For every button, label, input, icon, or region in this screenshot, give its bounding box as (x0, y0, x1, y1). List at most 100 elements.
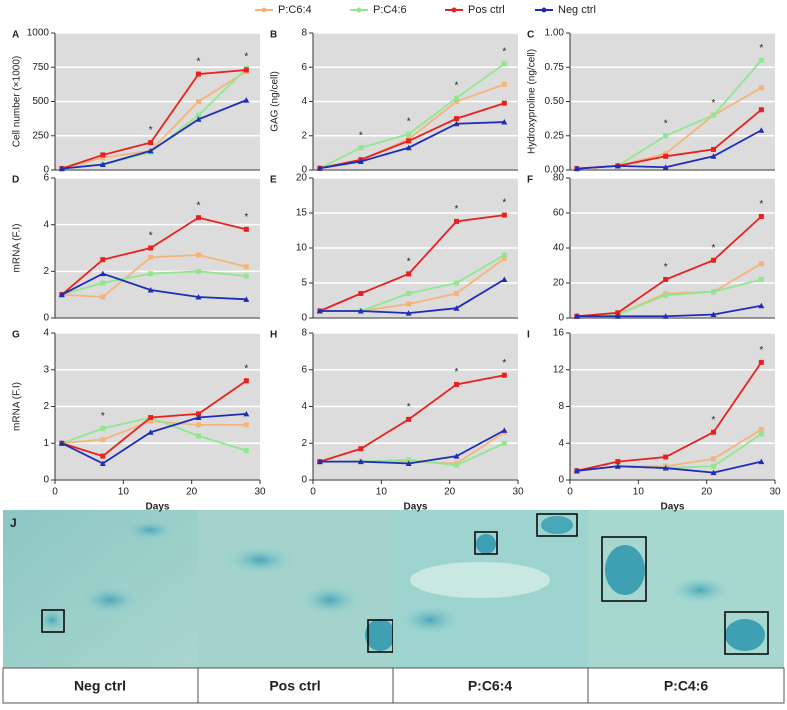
significance-marker: * (664, 118, 668, 129)
data-point (100, 155, 106, 161)
significance-marker: * (759, 199, 763, 210)
data-point (501, 256, 507, 261)
data-point (501, 276, 508, 282)
data-point (454, 280, 459, 286)
data-point (710, 153, 717, 159)
y-tick-label: 20 (553, 278, 565, 289)
data-point (243, 226, 249, 232)
x-tick-label: 0 (567, 487, 573, 498)
y-tick-label: 0.50 (545, 96, 565, 107)
x-tick-label: 30 (769, 487, 781, 498)
data-point (614, 313, 621, 319)
data-point (614, 463, 621, 469)
data-point (573, 165, 580, 172)
y-tick-label: 6 (43, 173, 49, 184)
data-point (147, 287, 154, 293)
data-point (758, 57, 764, 63)
panel-letter: I (527, 330, 530, 341)
data-point (243, 264, 249, 270)
data-point (405, 460, 412, 466)
data-point (711, 463, 716, 469)
data-point (573, 467, 580, 474)
data-point (501, 119, 508, 125)
x-tick-label: 20 (444, 487, 456, 498)
data-point (243, 97, 250, 103)
y-tick-label: 8 (301, 28, 307, 39)
data-point (406, 291, 412, 296)
legend-marker (261, 7, 267, 13)
panel-letter: F (527, 175, 533, 186)
y-axis-label: GAG (ng/cell) (270, 71, 281, 132)
y-tick-label: 6 (301, 364, 307, 375)
data-point (196, 112, 201, 118)
panel-letter: C (527, 30, 534, 41)
data-point (243, 67, 249, 73)
data-point (711, 112, 716, 118)
y-tick-label: 0 (301, 165, 307, 176)
data-point (501, 427, 508, 433)
data-point (454, 116, 459, 122)
data-point (663, 153, 669, 159)
data-point (758, 426, 764, 432)
data-point (357, 158, 364, 164)
x-tick-label: 10 (376, 487, 388, 498)
data-point (758, 214, 764, 219)
data-point (663, 277, 669, 282)
significance-marker: * (244, 363, 248, 374)
data-point (405, 310, 412, 316)
y-tick-label: 0 (301, 475, 307, 486)
data-point (758, 458, 765, 465)
data-point (406, 131, 412, 137)
data-point (501, 100, 507, 106)
data-point (100, 426, 106, 432)
data-point (710, 311, 717, 317)
y-tick-label: 8 (301, 328, 307, 339)
significance-marker: * (502, 358, 506, 369)
data-point (406, 457, 412, 463)
data-point (406, 271, 412, 277)
significance-marker: * (455, 81, 459, 92)
data-point (663, 454, 669, 460)
y-tick-label: 2 (43, 401, 49, 412)
y-tick-label: 0.75 (545, 62, 565, 73)
y-tick-label: 0 (43, 165, 49, 176)
y-tick-label: 4 (43, 219, 49, 230)
x-axis-label: Days (146, 502, 170, 513)
y-tick-label: 1000 (27, 28, 50, 39)
image-label: Neg ctrl (74, 678, 126, 694)
y-tick-label: 4 (43, 328, 49, 339)
data-point (758, 302, 765, 309)
data-point (316, 308, 323, 314)
y-axis-label: Cell number (×1000) (12, 56, 23, 147)
significance-marker: * (712, 415, 716, 426)
data-point (357, 458, 364, 465)
micrograph (198, 510, 393, 668)
data-point (454, 95, 459, 101)
data-point (243, 422, 249, 428)
data-point (357, 308, 364, 314)
significance-marker: * (664, 262, 668, 273)
x-tick-label: 10 (118, 487, 130, 498)
y-tick-label: 2 (301, 130, 307, 141)
data-point (148, 140, 154, 146)
data-point (501, 372, 507, 378)
panel-letter: H (270, 330, 277, 341)
significance-marker: * (197, 57, 201, 68)
data-point (243, 378, 249, 384)
data-point (663, 151, 669, 157)
data-point (316, 458, 323, 465)
data-point (358, 291, 364, 296)
significance-marker: * (712, 243, 716, 254)
data-point (710, 469, 717, 476)
significance-marker: * (101, 411, 105, 422)
legend-label: P:C6:4 (278, 4, 312, 16)
image-label: P:C4:6 (664, 678, 709, 694)
data-point (454, 218, 459, 224)
data-point (148, 271, 154, 277)
data-point (454, 99, 459, 104)
data-point (662, 465, 669, 471)
data-point (758, 85, 764, 91)
significance-marker: * (407, 257, 411, 268)
data-point (196, 71, 201, 77)
data-point (148, 415, 154, 421)
